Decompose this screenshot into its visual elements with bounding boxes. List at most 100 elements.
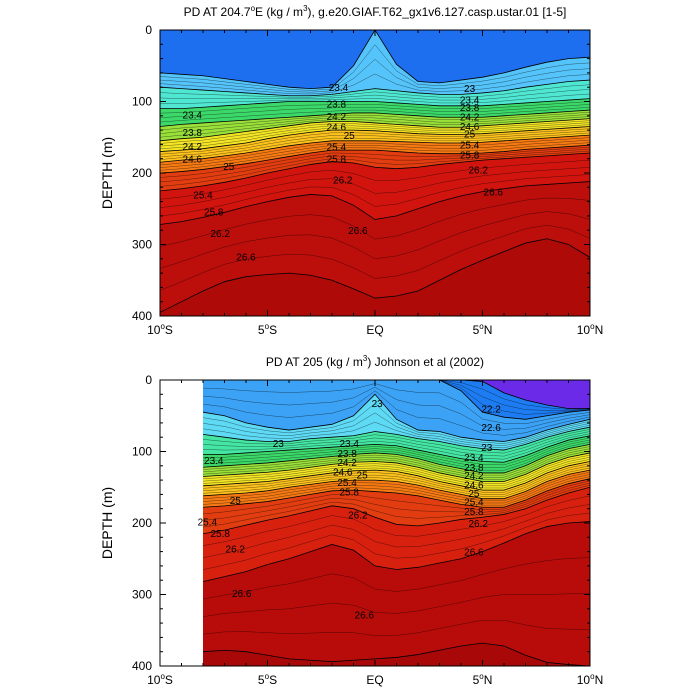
contour-line bbox=[160, 73, 590, 95]
contour-line bbox=[202, 437, 590, 466]
contour-label: 25.8 bbox=[460, 150, 480, 161]
contour-line bbox=[202, 495, 590, 546]
contour-line bbox=[202, 443, 590, 474]
y-tick-label: 200 bbox=[132, 516, 152, 530]
contour-line bbox=[202, 467, 590, 497]
contour-label: 24.6 bbox=[327, 123, 347, 134]
chart-title: PD AT 205 (kg / m3) Johnson et al (2002) bbox=[266, 354, 484, 369]
contour-label: 26.6 bbox=[355, 611, 375, 622]
contour-label: 25.8 bbox=[210, 529, 230, 540]
contour-label: 26.2 bbox=[468, 519, 488, 530]
plot-area: 23.423.423.823.824.224.224.624.6252525.4… bbox=[160, 30, 590, 316]
contour-line bbox=[202, 456, 590, 487]
y-tick-label: 400 bbox=[132, 309, 152, 323]
contour-label: 25.4 bbox=[337, 478, 357, 489]
contour-label: 25 bbox=[230, 496, 242, 507]
contour-line bbox=[160, 30, 590, 90]
x-tick-label: 10oS bbox=[147, 322, 173, 337]
y-tick-label: 100 bbox=[132, 95, 152, 109]
contour-label: 24.6 bbox=[183, 155, 203, 166]
x-tick-label: 5oN bbox=[473, 672, 493, 687]
contour-label: 24.2 bbox=[464, 471, 484, 482]
contour-label: 23.4 bbox=[339, 439, 359, 450]
contour-line bbox=[202, 557, 590, 600]
chart-title: PD AT 204.7oE (kg / m3), g.e20.GIAF.T62_… bbox=[184, 4, 567, 19]
contour-label: 23 bbox=[273, 439, 285, 450]
contour-line bbox=[160, 130, 590, 158]
contour-label: 24.6 bbox=[333, 468, 353, 479]
contour-label: 25.4 bbox=[327, 143, 347, 154]
contour-label: 26.6 bbox=[236, 253, 256, 264]
contour-label: 26.6 bbox=[348, 226, 368, 237]
contour-line bbox=[202, 476, 590, 506]
y-tick-label: 200 bbox=[132, 166, 152, 180]
contour-line bbox=[160, 197, 590, 247]
contour-line bbox=[160, 137, 590, 166]
contour-label: 23.8 bbox=[464, 463, 484, 474]
contour-line bbox=[202, 482, 590, 521]
contour-line bbox=[160, 148, 590, 183]
contour-line bbox=[160, 139, 590, 168]
contour-line bbox=[160, 181, 590, 225]
contour-line bbox=[202, 593, 590, 617]
contour-line bbox=[202, 393, 590, 442]
contour-line bbox=[160, 106, 590, 123]
contour-line bbox=[160, 118, 590, 142]
y-tick-label: 0 bbox=[145, 23, 152, 37]
panel-top: 23.423.423.823.824.224.224.624.6252525.4… bbox=[99, 4, 603, 337]
contour-line bbox=[202, 480, 590, 515]
x-tick-label: 5oS bbox=[258, 322, 277, 337]
x-tick-label: 10oN bbox=[577, 322, 603, 337]
contour-label: 23.4 bbox=[329, 83, 349, 94]
contour-line bbox=[202, 383, 590, 425]
y-tick-label: 300 bbox=[132, 588, 152, 602]
contour-line bbox=[160, 84, 590, 98]
contour-line bbox=[160, 120, 590, 144]
contour-line bbox=[160, 122, 590, 147]
contour-label: 25.8 bbox=[339, 488, 359, 499]
contour-line bbox=[160, 134, 590, 163]
contour-line bbox=[202, 412, 590, 447]
contour-label: 25.4 bbox=[464, 498, 484, 509]
contour-label: 25 bbox=[344, 131, 356, 142]
contour-line bbox=[203, 435, 590, 463]
contour-label: 26.2 bbox=[468, 165, 488, 176]
contour-label: 23.4 bbox=[464, 453, 484, 464]
contour-label: 24.2 bbox=[183, 142, 203, 153]
contour-label: 22.2 bbox=[481, 405, 501, 416]
contour-label: 23.8 bbox=[460, 103, 480, 114]
contour-label: 25 bbox=[223, 162, 235, 173]
contour-line bbox=[202, 521, 590, 583]
contour-line bbox=[202, 512, 590, 570]
contour-label: 24.2 bbox=[337, 458, 357, 469]
contour-label: 25.4 bbox=[198, 518, 218, 529]
contour-line bbox=[202, 403, 590, 444]
contour-line bbox=[202, 619, 590, 636]
y-tick-label: 0 bbox=[145, 373, 152, 387]
contour-line bbox=[202, 441, 590, 471]
density-band bbox=[160, 30, 590, 89]
contour-line bbox=[160, 238, 590, 313]
contour-label: 25.8 bbox=[327, 155, 347, 166]
contour-line bbox=[202, 504, 590, 558]
contour-label: 23 bbox=[372, 399, 384, 410]
contour-label: 26.6 bbox=[232, 589, 252, 600]
contour-line bbox=[203, 380, 590, 420]
x-tick-label: 10oS bbox=[147, 672, 173, 687]
contour-line bbox=[202, 452, 590, 482]
contour-label: 25 bbox=[464, 130, 476, 141]
contour-line bbox=[160, 159, 590, 200]
x-tick-label: 5oS bbox=[258, 672, 277, 687]
contour-line bbox=[202, 448, 590, 478]
x-tick-label: EQ bbox=[366, 673, 383, 687]
contour-line bbox=[160, 111, 590, 131]
contour-label: 23.4 bbox=[204, 456, 224, 467]
contour-label: 23.4 bbox=[460, 95, 480, 106]
contour-line bbox=[202, 426, 590, 451]
contour-line bbox=[202, 484, 590, 528]
contour-line bbox=[202, 429, 590, 454]
contour-line bbox=[202, 450, 590, 480]
contour-line bbox=[203, 380, 590, 410]
x-tick-label: 5oN bbox=[473, 322, 493, 337]
